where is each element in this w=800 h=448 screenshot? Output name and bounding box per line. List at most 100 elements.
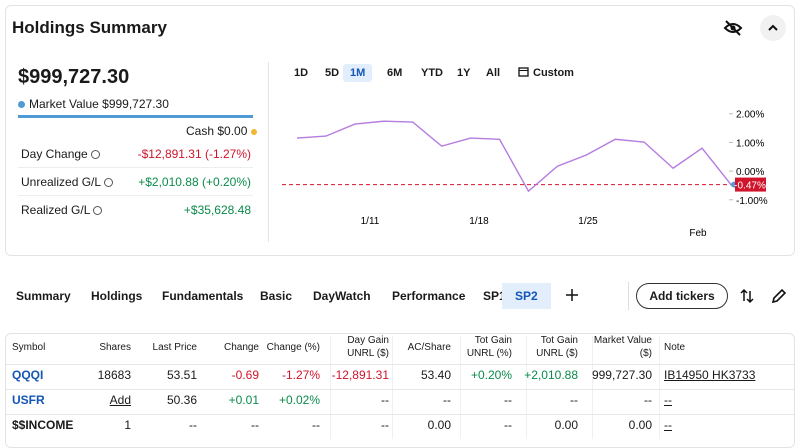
chart: 2.00% 1.00% 0.00% -1.00% 1/11 1/18 1/25 Feb -0.4…	[282, 110, 768, 239]
row-value: +$2,010.88 (+0.20%)	[138, 175, 251, 189]
add-tickers-button[interactable]: Add tickers	[636, 283, 728, 309]
x-tick-label: 1/25	[578, 216, 598, 227]
cell: +2,010.88	[524, 368, 578, 382]
collapse-button[interactable]	[760, 15, 786, 41]
cell: +0.20%	[470, 368, 512, 382]
column-header: UNRL ($)	[536, 348, 578, 359]
column-header: Symbol	[12, 342, 46, 353]
info-icon[interactable]	[91, 150, 101, 160]
range-button[interactable]: YTD	[421, 67, 443, 79]
legend-dot	[18, 101, 25, 108]
cell: --	[504, 393, 512, 407]
symbol[interactable]: USFR	[12, 393, 45, 407]
plus-icon	[566, 289, 578, 301]
tab[interactable]: Holdings	[91, 289, 143, 303]
y-tick-label: 1.00%	[736, 138, 764, 149]
column-header: ($)	[639, 348, 652, 359]
row-label: Unrealized G/L	[21, 175, 113, 189]
info-icon[interactable]	[93, 206, 103, 216]
cell: --	[312, 418, 320, 432]
tab[interactable]: Performance	[392, 289, 466, 303]
cell: -0.69	[231, 368, 259, 382]
column-header: UNRL (%)	[466, 348, 512, 359]
cell: 999,727.30	[591, 368, 652, 382]
row-label: Realized G/L	[21, 203, 103, 217]
x-tick-label: 1/11	[361, 216, 380, 227]
chevron-up-icon	[768, 24, 778, 31]
cash: Cash $0.00	[186, 124, 258, 138]
market-value-label: Market Value $999,727.30	[29, 97, 169, 111]
row-value: -$12,891.31 (-1.27%)	[137, 147, 251, 161]
cell: 0.00	[427, 418, 451, 432]
row-divider	[6, 389, 794, 390]
row-divider	[18, 195, 253, 196]
range-button[interactable]: All	[486, 67, 501, 79]
column-header: UNRL ($)	[347, 348, 389, 359]
tab[interactable]: SP1	[483, 289, 506, 303]
divider	[268, 62, 269, 242]
row-value: +$35,628.48	[183, 203, 251, 217]
range-button[interactable]: 1M	[343, 64, 373, 82]
symbol[interactable]: QQQI	[12, 368, 44, 382]
range-button[interactable]: 1D	[294, 67, 309, 79]
cell: --	[251, 418, 259, 432]
row-divider	[6, 364, 794, 365]
tab[interactable]: Basic	[260, 289, 293, 303]
info-icon[interactable]	[103, 178, 113, 188]
hide-values-icon[interactable]	[723, 18, 743, 38]
cell: 18683	[97, 368, 131, 382]
column-header: Tot Gain	[540, 335, 578, 346]
total-value: $999,727.30	[18, 66, 130, 88]
cash-dot	[251, 129, 258, 135]
cell: 0.00	[554, 418, 578, 432]
row-divider	[18, 167, 253, 168]
cell: --	[381, 393, 389, 407]
cell: 53.51	[166, 368, 197, 382]
cell[interactable]: IB14950 HK3733	[664, 368, 756, 382]
range-button[interactable]: Custom	[511, 64, 581, 82]
range-button[interactable]: 5D	[325, 67, 340, 79]
tab[interactable]: DayWatch	[313, 289, 371, 303]
row-label: Day Change	[21, 147, 101, 161]
cell: -1.27%	[281, 368, 320, 382]
cell: --	[381, 418, 389, 432]
column-header: Shares	[99, 342, 131, 353]
price-line	[296, 120, 732, 193]
cell[interactable]: --	[664, 418, 672, 432]
range-button[interactable]: 1Y	[457, 67, 471, 79]
tab[interactable]: Fundamentals	[162, 289, 244, 303]
y-tick-label: 0.00%	[736, 167, 764, 178]
summary-title: Holdings Summary	[12, 18, 167, 37]
column-divider	[526, 336, 527, 439]
cell: +0.02%	[278, 393, 320, 407]
x-tick-label: Feb	[689, 228, 707, 239]
cell[interactable]: --	[664, 393, 672, 407]
symbol[interactable]: $$INCOME	[12, 418, 74, 432]
cell: --	[189, 418, 197, 432]
column-header: Day Gain	[347, 335, 389, 346]
market-value: Market Value $999,727.30	[18, 97, 169, 111]
column-header: AC/Share	[407, 342, 451, 353]
cell: +0.01	[228, 393, 259, 407]
sort-icon[interactable]	[740, 288, 754, 304]
range-button[interactable]: 6M	[387, 67, 403, 79]
cell[interactable]: Add	[109, 393, 131, 407]
add-tab[interactable]	[566, 283, 578, 314]
reference-label: -0.47%	[734, 181, 766, 192]
column-divider	[460, 336, 461, 439]
cell: 1	[124, 418, 131, 432]
column-header: Change (%)	[266, 342, 320, 353]
column-divider	[659, 336, 660, 439]
column-header: Market Value	[593, 335, 652, 346]
tab[interactable]: SP2	[502, 283, 551, 309]
edit-icon[interactable]	[771, 288, 787, 304]
summary-card	[5, 5, 795, 256]
column-header: Change	[223, 342, 259, 353]
column-divider	[592, 336, 593, 439]
tab[interactable]: Summary	[16, 289, 71, 303]
column-divider	[392, 336, 393, 439]
row-divider	[6, 414, 794, 415]
tab-bar-divider	[628, 282, 629, 310]
y-tick-label: 2.00%	[736, 110, 764, 121]
